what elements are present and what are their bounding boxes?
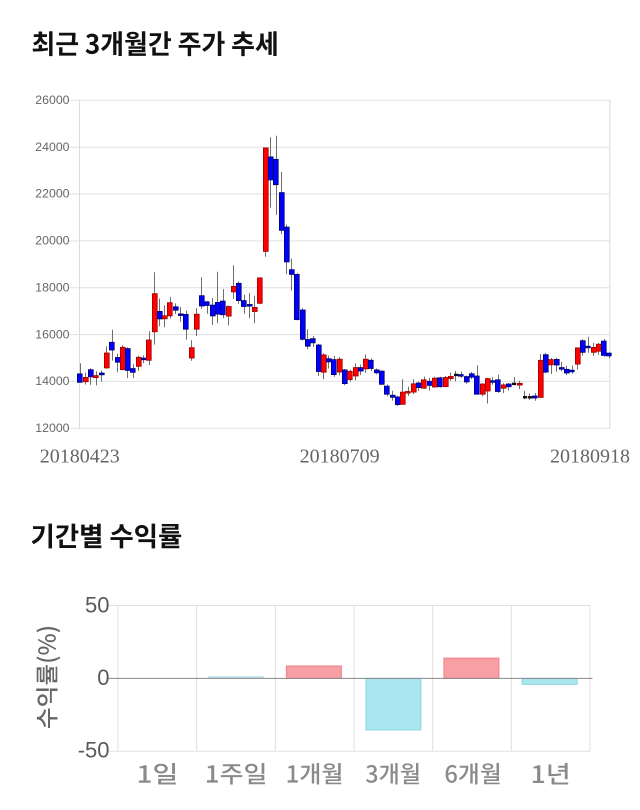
svg-text:12000: 12000 bbox=[35, 421, 69, 435]
svg-text:26000: 26000 bbox=[35, 93, 69, 107]
svg-text:16000: 16000 bbox=[35, 327, 69, 341]
svg-text:24000: 24000 bbox=[35, 140, 69, 154]
svg-text:20000: 20000 bbox=[35, 234, 69, 248]
svg-text:18000: 18000 bbox=[35, 280, 69, 294]
svg-text:-50: -50 bbox=[78, 738, 110, 763]
svg-text:14000: 14000 bbox=[35, 374, 69, 388]
svg-text:20180918: 20180918 bbox=[550, 446, 630, 468]
svg-text:20180423: 20180423 bbox=[40, 446, 120, 468]
svg-text:22000: 22000 bbox=[35, 187, 69, 201]
svg-text:0: 0 bbox=[97, 665, 109, 690]
svg-text:50: 50 bbox=[85, 592, 109, 617]
svg-text:20180709: 20180709 bbox=[300, 446, 380, 468]
